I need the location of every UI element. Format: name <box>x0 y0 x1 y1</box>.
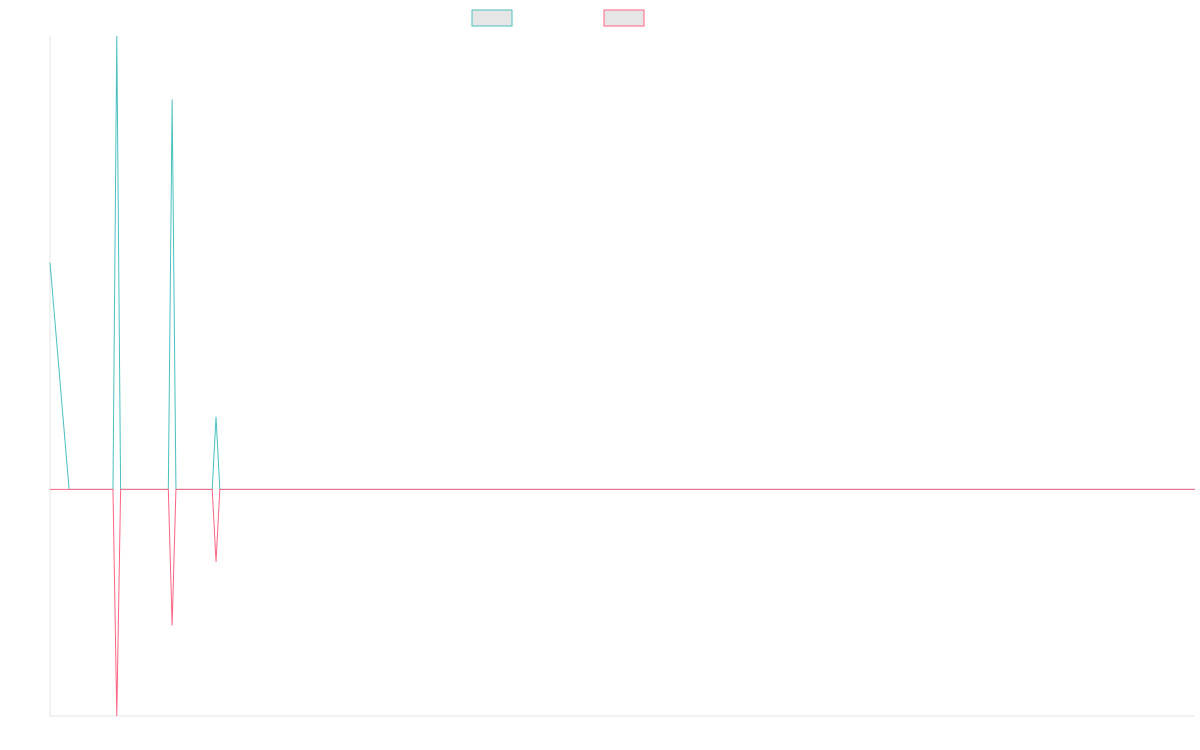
legend-swatch-series-1[interactable] <box>471 9 513 27</box>
series-group <box>49 35 1195 717</box>
series-line-1 <box>49 35 1195 490</box>
series-line-2 <box>50 488 1195 717</box>
legend-swatch-series-2[interactable] <box>603 9 645 27</box>
axes <box>49 36 1195 717</box>
legend <box>471 9 645 27</box>
